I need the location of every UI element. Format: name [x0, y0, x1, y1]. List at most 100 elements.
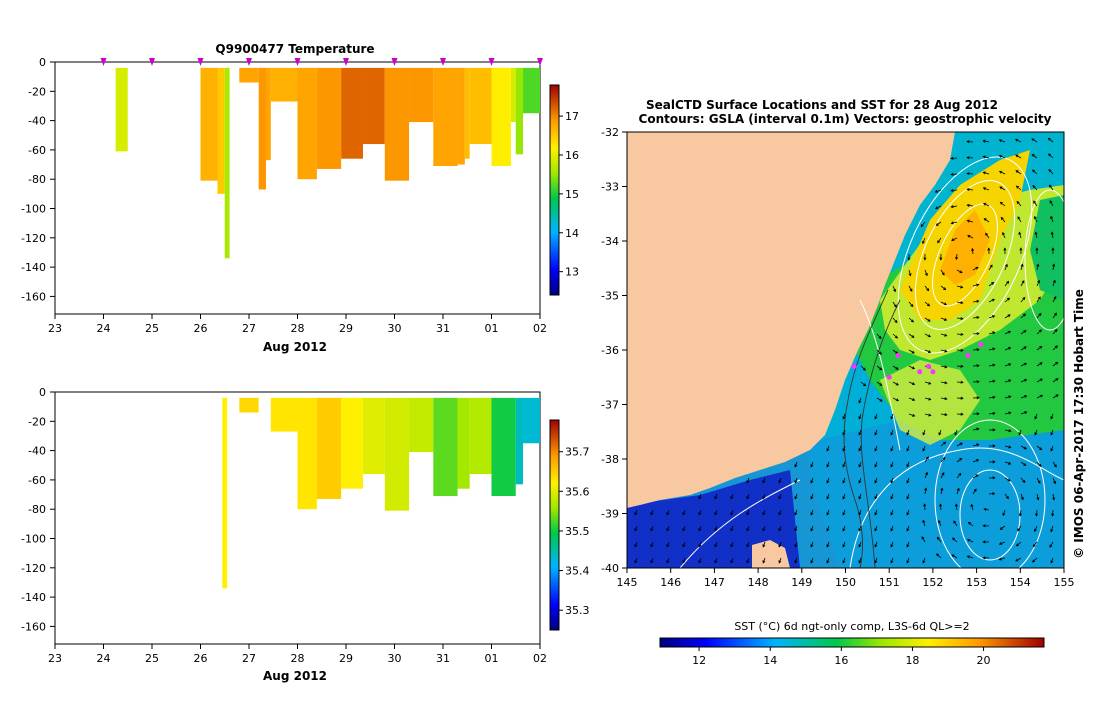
- seal-location-marker: [930, 369, 935, 374]
- profile-column-14: [523, 398, 540, 443]
- temperature-profiles: [116, 68, 540, 258]
- map-title: SealCTD Surface Locations and SST for 28…: [646, 98, 998, 112]
- y-tick-label: -60: [28, 144, 46, 157]
- y-tick-label: -100: [21, 203, 46, 216]
- y-tick-label: -20: [28, 415, 46, 428]
- colorbar-tick-label: 35.7: [565, 446, 590, 459]
- colorbar-tick-label: 14: [565, 227, 579, 240]
- profile-column-10: [458, 398, 470, 489]
- map-y-tick-label: -35: [601, 290, 619, 303]
- x-tick-label: 24: [97, 652, 111, 665]
- profile-column-9: [317, 68, 341, 169]
- sst-colorbar-tick-label: 20: [977, 654, 991, 667]
- y-tick-label: -40: [28, 445, 46, 458]
- profile-column-14: [433, 68, 457, 166]
- profile-column-7: [271, 68, 298, 102]
- map-plot-area: [627, 132, 1075, 580]
- map-x-tick-label: 154: [1010, 576, 1031, 589]
- map-y-tick-label: -34: [601, 235, 619, 248]
- x-tick-label: 28: [291, 322, 305, 335]
- map-x-tick-label: 148: [748, 576, 769, 589]
- y-tick-label: 0: [39, 56, 46, 69]
- map-y-tick-label: -38: [601, 453, 619, 466]
- profile-column-20: [516, 68, 523, 154]
- profile-column-13: [516, 398, 523, 484]
- map-y-tick-label: -36: [601, 344, 619, 357]
- seal-location-marker: [887, 375, 892, 380]
- map-y-tick-label: -39: [601, 508, 619, 521]
- profile-column-8: [409, 398, 433, 452]
- salinity-xlabel: Aug 2012: [263, 669, 327, 683]
- profile-column-13: [409, 68, 433, 122]
- x-tick-label: 02: [533, 322, 547, 335]
- y-tick-label: -120: [21, 562, 46, 575]
- colorbar-tick-label: 15: [565, 188, 579, 201]
- profile-column-6: [266, 68, 271, 160]
- map-y-tick-label: -32: [601, 126, 619, 139]
- profile-column-4: [317, 398, 341, 499]
- profile-column-12: [385, 68, 409, 181]
- colorbar-tick-label: 17: [565, 110, 579, 123]
- y-tick-label: 0: [39, 386, 46, 399]
- x-tick-label: 24: [97, 322, 111, 335]
- x-tick-label: 26: [194, 652, 208, 665]
- y-tick-label: -100: [21, 533, 46, 546]
- map-y-tick-label: -37: [601, 399, 619, 412]
- profile-column-5: [259, 68, 266, 190]
- x-tick-label: 01: [485, 322, 499, 335]
- map-x-tick-label: 150: [835, 576, 856, 589]
- x-tick-label: 01: [485, 652, 499, 665]
- x-tick-label: 23: [48, 322, 62, 335]
- profile-column-0: [116, 68, 128, 152]
- y-tick-label: -160: [21, 620, 46, 633]
- colorbar-tick-label: 35.4: [565, 565, 590, 578]
- map-x-tick-label: 155: [1054, 576, 1075, 589]
- y-tick-label: -80: [28, 173, 46, 186]
- x-tick-label: 25: [145, 322, 159, 335]
- profile-column-2: [271, 398, 298, 432]
- x-tick-label: 27: [242, 322, 256, 335]
- temperature-colorbar: [550, 85, 559, 295]
- map-y-tick-label: -40: [601, 562, 619, 575]
- x-tick-label: 26: [194, 322, 208, 335]
- sst-colorbar-tick-label: 18: [905, 654, 919, 667]
- profile-column-8: [298, 68, 317, 179]
- colorbar-tick-label: 35.3: [565, 604, 590, 617]
- map-x-tick-label: 146: [660, 576, 681, 589]
- seal-location-marker: [978, 342, 983, 347]
- x-tick-label: 31: [436, 652, 450, 665]
- profile-column-1: [239, 398, 258, 413]
- sst-colorbar-tick-label: 16: [834, 654, 848, 667]
- profile-column-6: [363, 398, 385, 474]
- x-tick-label: 29: [339, 652, 353, 665]
- profile-column-11: [363, 68, 385, 144]
- map-x-tick-label: 145: [617, 576, 638, 589]
- salinity-profiles: [222, 398, 540, 588]
- x-tick-label: 31: [436, 322, 450, 335]
- profile-column-12: [492, 398, 516, 496]
- profile-column-7: [385, 398, 409, 511]
- x-tick-label: 28: [291, 652, 305, 665]
- profile-column-21: [523, 68, 540, 113]
- temperature-y-axis: 0-20-40-60-80-100-120-140-160: [21, 56, 55, 303]
- map-y-axis: -32 -33 -34 -35 -36 -37 -38 -39 -40: [601, 126, 627, 575]
- sst-colorbar-title: SST (°C) 6d ngt-only comp, L3S-6d QL>=2: [734, 620, 969, 633]
- profile-column-18: [492, 68, 511, 166]
- profile-column-19: [511, 68, 516, 122]
- x-tick-label: 30: [388, 322, 402, 335]
- map-x-tick-label: 151: [879, 576, 900, 589]
- colorbar-tick-label: 16: [565, 149, 579, 162]
- profile-column-15: [458, 68, 465, 165]
- sst-colorbar-tick-label: 14: [763, 654, 777, 667]
- map-y-tick-label: -33: [601, 181, 619, 194]
- seal-location-marker: [917, 369, 922, 374]
- x-tick-label: 30: [388, 652, 402, 665]
- salinity-y-axis: 0-20-40-60-80-100-120-140-160: [21, 386, 55, 633]
- seal-location-marker: [926, 364, 931, 369]
